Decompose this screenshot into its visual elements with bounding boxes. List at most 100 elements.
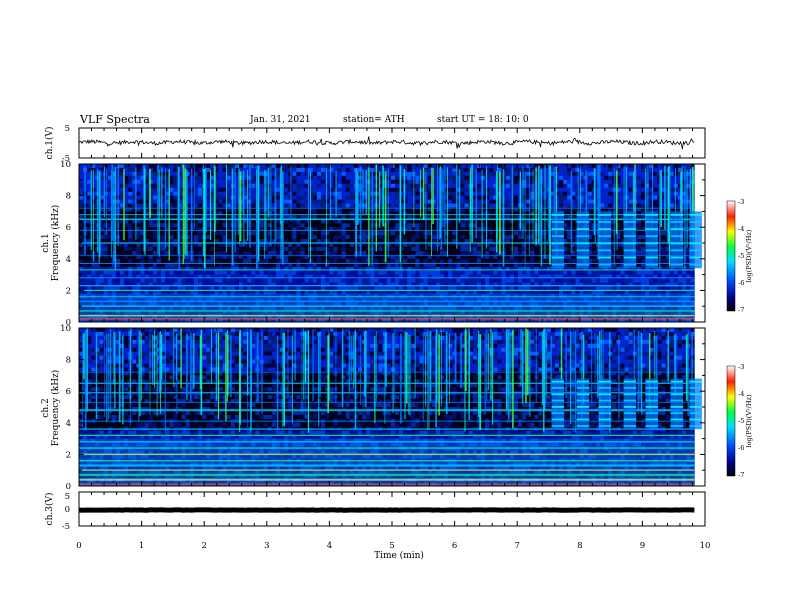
spec-cell (353, 318, 359, 323)
spec-cell (136, 266, 141, 271)
spec-cell (193, 179, 199, 185)
spec-cell (95, 274, 100, 279)
spec-cell (538, 286, 543, 291)
spec-cell (128, 195, 133, 200)
spec-cell (476, 282, 482, 287)
spec-cell (124, 175, 129, 181)
spec-cell (152, 278, 158, 283)
spec-cell (173, 302, 178, 307)
spec-cell (386, 167, 392, 173)
spec-cell (275, 175, 281, 181)
spec-cell (513, 270, 519, 275)
spec-cell (234, 171, 240, 177)
spec-cell (513, 262, 519, 268)
spec-cell (468, 318, 474, 323)
spec-cell (239, 290, 244, 295)
spec-cell (304, 310, 309, 315)
spec-cell (370, 318, 375, 323)
spec-cell (341, 262, 346, 268)
spec-cell (284, 310, 289, 315)
spec-cell (321, 227, 326, 232)
spec-cell (140, 227, 145, 232)
spec-cell (214, 286, 219, 291)
spec-cell (345, 164, 351, 169)
spec-cell (316, 262, 322, 268)
spec-cell (460, 266, 465, 271)
spec-cell (284, 290, 289, 295)
spec-cell (312, 254, 318, 260)
spec-cell (444, 310, 449, 315)
spec-cell (353, 262, 359, 268)
spec-cell (275, 167, 281, 173)
spec-cell (554, 171, 560, 177)
spec-cell (79, 215, 84, 220)
spec-cell (210, 164, 215, 169)
spec-cell (321, 318, 326, 323)
spec-cell (349, 298, 355, 303)
spec-cell (148, 164, 154, 169)
spec-cell (575, 318, 580, 323)
spec-cell (341, 250, 346, 256)
spec-cell (115, 254, 121, 260)
spec-cell (341, 171, 346, 177)
spec-cell (103, 274, 108, 279)
spec-cell (132, 191, 137, 196)
spec-cell (407, 187, 412, 192)
spec-cell (120, 239, 125, 244)
spec-cell (505, 270, 510, 275)
spec-cell (230, 164, 236, 169)
spec-cell (325, 266, 330, 271)
spec-cell (193, 298, 199, 303)
spec-cell (407, 250, 412, 256)
spec-cell (161, 219, 166, 224)
spec-cell (374, 266, 379, 271)
spec-cell (386, 239, 392, 244)
spec-cell (132, 262, 137, 268)
spec-cell (534, 250, 539, 256)
spec-cell (505, 207, 510, 212)
spec-cell (325, 219, 330, 224)
spec-cell (374, 250, 379, 256)
spec-cell (382, 270, 387, 275)
spec-cell (374, 318, 379, 323)
spec-cell (148, 250, 154, 256)
spec-cell (251, 179, 256, 185)
spec-cell (210, 306, 215, 311)
spec-cell (440, 290, 445, 295)
spec-cell (128, 223, 133, 228)
spec-cell (243, 179, 248, 185)
spec-cell (325, 227, 330, 232)
spec-cell (399, 164, 404, 169)
spec-cell (300, 179, 305, 185)
spec-cell (456, 199, 461, 204)
spec-cell (169, 211, 174, 216)
spec-cell (107, 282, 113, 287)
spec-cell (378, 243, 383, 248)
spec-cell (259, 187, 264, 192)
spec-cell (87, 223, 92, 228)
spec-cell (546, 290, 552, 295)
spec-cell (128, 258, 133, 264)
spec-cell (103, 215, 108, 220)
spec-cell (140, 203, 145, 208)
spec-cell (87, 306, 92, 311)
spec-cell (226, 282, 232, 287)
spec-cell (169, 286, 174, 291)
spec-cell (472, 187, 478, 192)
spec-cell (407, 171, 412, 177)
spec-cell (140, 171, 145, 177)
spec-cell (185, 290, 191, 295)
spec-cell (148, 286, 154, 291)
spec-cell (300, 195, 305, 200)
spec-cell (251, 215, 256, 220)
spec-cell (198, 219, 203, 224)
spec-cell (161, 203, 166, 208)
spec-cell (419, 310, 424, 315)
spec-cell (288, 262, 293, 268)
spec-cell (161, 310, 166, 315)
spec-cell (362, 231, 367, 236)
spec-cell (386, 278, 392, 283)
spec-cell (362, 227, 367, 232)
spec-cell (152, 310, 158, 315)
spec-cell (349, 250, 355, 256)
